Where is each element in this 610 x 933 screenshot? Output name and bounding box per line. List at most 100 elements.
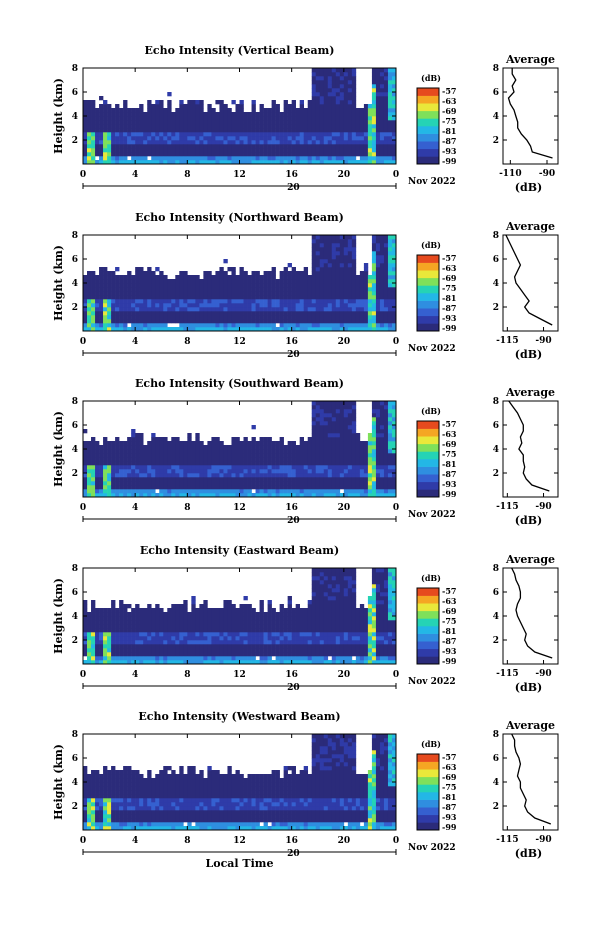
- heatmap-cell: [215, 461, 219, 465]
- heatmap-cell: [119, 108, 123, 112]
- heatmap-cell: [284, 279, 288, 283]
- heatmap-cell: [364, 120, 368, 124]
- heatmap-cell: [91, 600, 95, 604]
- profile-x-tick-label: -90: [539, 169, 555, 179]
- heatmap-cell: [163, 287, 167, 291]
- heatmap-cell: [332, 465, 336, 469]
- heatmap-cell: [95, 303, 99, 307]
- heatmap-cell: [348, 80, 352, 84]
- heatmap-cell: [376, 401, 380, 405]
- heatmap-cell: [376, 425, 380, 429]
- heatmap-cell: [312, 417, 316, 421]
- heatmap-cell: [223, 287, 227, 291]
- heatmap-cell: [268, 287, 272, 291]
- heatmap-cell: [332, 144, 336, 148]
- heatmap-cell: [376, 441, 380, 445]
- heatmap-cell: [231, 636, 235, 640]
- heatmap-cell: [87, 624, 91, 628]
- heatmap-cell: [83, 640, 87, 644]
- heatmap-cell: [304, 116, 308, 120]
- heatmap-cell: [139, 275, 143, 279]
- heatmap-cell: [332, 311, 336, 315]
- heatmap-cell: [151, 136, 155, 140]
- heatmap-cell: [268, 128, 272, 132]
- heatmap-cell: [151, 271, 155, 275]
- heatmap-cell: [139, 612, 143, 616]
- heatmap-cell: [264, 156, 268, 160]
- heatmap-cell: [83, 144, 87, 148]
- heatmap-cell: [191, 640, 195, 644]
- heatmap-cell: [244, 295, 248, 299]
- heatmap-cell: [183, 465, 187, 469]
- heatmap-cell: [388, 132, 392, 136]
- heatmap-cell: [312, 116, 316, 120]
- heatmap-cell: [163, 656, 167, 660]
- heatmap-cell: [380, 425, 384, 429]
- heatmap-cell: [300, 489, 304, 493]
- heatmap-cell: [348, 425, 352, 429]
- heatmap-cell: [260, 291, 264, 295]
- heatmap-cell: [219, 152, 223, 156]
- profile-y-tick-label: 6: [493, 255, 499, 265]
- heatmap-cell: [244, 648, 248, 652]
- heatmap-cell: [292, 108, 296, 112]
- heatmap-cell: [320, 263, 324, 267]
- heatmap-cell: [83, 604, 87, 608]
- heatmap-cell: [223, 604, 227, 608]
- heatmap-cell: [147, 473, 151, 477]
- heatmap-cell: [227, 267, 231, 271]
- heatmap-cell: [244, 596, 248, 600]
- heatmap-cell: [159, 441, 163, 445]
- heatmap-cell: [191, 604, 195, 608]
- heatmap-cell: [131, 445, 135, 449]
- y-tick-label: 4: [72, 112, 78, 122]
- heatmap-cell: [111, 453, 115, 457]
- heatmap-cell: [296, 644, 300, 648]
- heatmap-cell: [107, 311, 111, 315]
- x-tick-label: 4: [132, 503, 138, 513]
- heatmap-cell: [207, 616, 211, 620]
- heatmap-cell: [348, 465, 352, 469]
- heatmap-cell: [179, 303, 183, 307]
- heatmap-cell: [328, 311, 332, 315]
- heatmap-cell: [276, 307, 280, 311]
- heatmap-cells: [83, 68, 396, 164]
- heatmap-cell: [360, 120, 364, 124]
- heatmap-cell: [368, 311, 372, 315]
- heatmap-cell: [244, 481, 248, 485]
- heatmap-cell: [284, 144, 288, 148]
- heatmap-cell: [155, 628, 159, 632]
- heatmap-cell: [252, 425, 256, 429]
- heatmap-cell: [340, 243, 344, 247]
- heatmap-cell: [135, 485, 139, 489]
- heatmap-cell: [191, 303, 195, 307]
- heatmap-cell: [123, 608, 127, 612]
- heatmap-cell: [207, 656, 211, 660]
- heatmap-cell: [107, 307, 111, 311]
- heatmap-cell: [252, 275, 256, 279]
- heatmap-cell: [340, 287, 344, 291]
- heatmap-cell: [320, 152, 324, 156]
- y-tick-label: 8: [72, 64, 78, 74]
- heatmap-cell: [308, 461, 312, 465]
- heatmap-cell: [143, 489, 147, 493]
- heatmap-cell: [364, 469, 368, 473]
- heatmap-cell: [280, 620, 284, 624]
- x-tick-label: 16: [285, 170, 298, 180]
- heatmap-cell: [316, 409, 320, 413]
- heatmap-cell: [348, 485, 352, 489]
- heatmap-cell: [388, 303, 392, 307]
- heatmap-cell: [368, 457, 372, 461]
- heatmap-cell: [256, 271, 260, 275]
- heatmap-cell: [292, 453, 296, 457]
- heatmap-cell: [340, 295, 344, 299]
- heatmap-cell: [264, 136, 268, 140]
- heatmap-cell: [320, 465, 324, 469]
- heatmap-cell: [296, 485, 300, 489]
- heatmap-cell: [119, 287, 123, 291]
- heatmap-cell: [364, 315, 368, 319]
- heatmap-cell: [276, 319, 280, 323]
- heatmap-cell: [127, 283, 131, 287]
- heatmap-cell: [235, 108, 239, 112]
- heatmap-cell: [147, 311, 151, 315]
